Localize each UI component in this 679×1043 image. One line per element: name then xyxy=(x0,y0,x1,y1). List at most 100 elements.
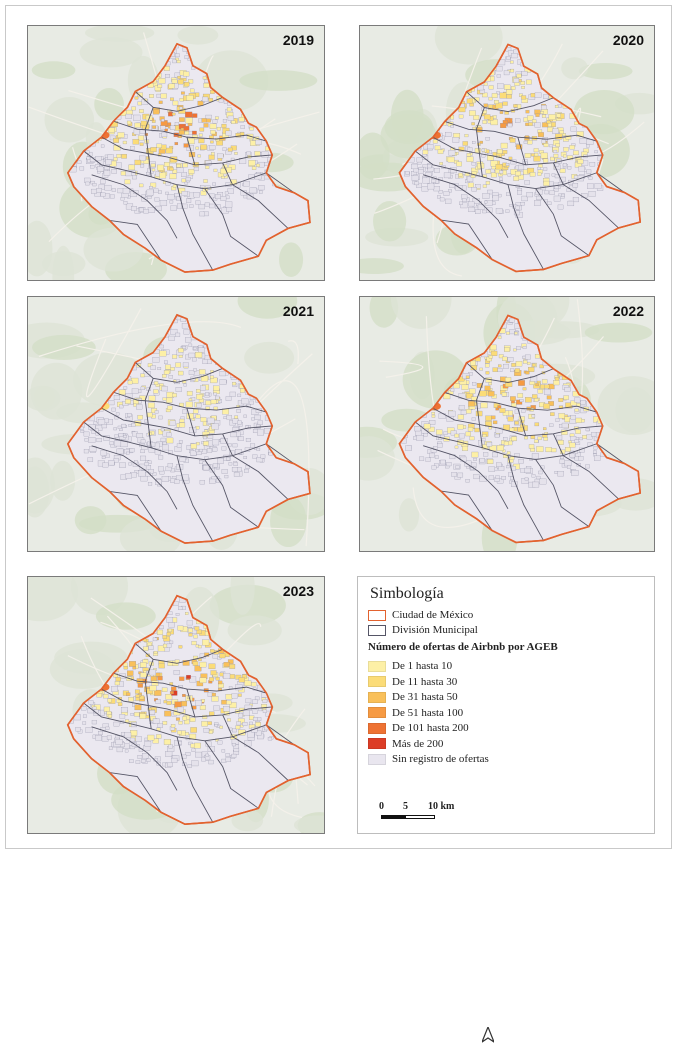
terrain-patch xyxy=(44,97,95,143)
municipal-boundary xyxy=(144,659,154,729)
ageb-cell xyxy=(222,408,230,415)
ageb-cell xyxy=(491,93,498,98)
ageb-cell xyxy=(139,340,145,345)
ageb-cell xyxy=(558,413,565,419)
ageb-cell xyxy=(511,402,517,407)
terrain-patch xyxy=(177,26,219,45)
ageb-cell xyxy=(589,162,596,167)
ageb-cell xyxy=(135,760,141,764)
ageb-cell xyxy=(157,332,163,337)
ageb-cell xyxy=(535,383,539,387)
ageb-cell xyxy=(472,382,477,386)
ageb-cell xyxy=(120,346,127,351)
terrain-patch xyxy=(28,577,79,622)
ageb-cell xyxy=(167,463,173,468)
ageb-cell xyxy=(248,670,254,676)
ageb-cell xyxy=(507,173,512,177)
ageb-cell xyxy=(167,194,175,200)
ageb-cell xyxy=(147,363,153,368)
ageb-cell xyxy=(610,350,617,356)
ageb-cell xyxy=(499,92,507,99)
ageb-cell xyxy=(211,423,219,430)
ageb-cell xyxy=(466,98,473,104)
ageb-cell xyxy=(195,51,200,54)
ageb-cell xyxy=(90,628,96,633)
ageb-cell xyxy=(201,118,207,123)
ageb-cell xyxy=(465,332,471,337)
terrain-patch xyxy=(227,615,282,646)
ageb-cell xyxy=(148,469,154,474)
ageb-cell xyxy=(254,151,261,156)
ageb-cell xyxy=(551,173,556,177)
municipal-boundary xyxy=(222,714,234,737)
terrain-patch xyxy=(30,362,83,420)
road-line xyxy=(287,340,299,365)
ageb-cell xyxy=(172,184,177,188)
ageb-cell xyxy=(202,45,207,50)
ageb-cell xyxy=(255,722,261,727)
ageb-cell xyxy=(171,79,178,84)
ageb-cell xyxy=(283,684,290,690)
ageb-cell xyxy=(121,154,127,159)
ageb-cell xyxy=(150,676,157,682)
ageb-cell xyxy=(505,163,510,166)
ageb-cell xyxy=(231,693,238,699)
ageb-cell xyxy=(531,453,539,459)
ageb-cell xyxy=(75,626,79,629)
ageb-cell xyxy=(485,137,490,141)
municipal-boundary xyxy=(266,172,295,194)
ageb-cell xyxy=(104,627,112,634)
ageb-cell xyxy=(253,717,258,721)
ageb-cell xyxy=(229,391,236,397)
ageb-cell xyxy=(527,140,533,145)
terrain-patch xyxy=(597,376,654,436)
ageb-cell xyxy=(249,721,253,726)
ageb-cell xyxy=(137,415,143,420)
ageb-cell xyxy=(87,69,93,74)
road-line xyxy=(379,360,424,378)
ageb-cell xyxy=(169,167,174,171)
ageb-cell xyxy=(119,714,126,719)
ageb-cell xyxy=(149,317,156,323)
ageb-cell xyxy=(535,113,540,117)
ageb-cell xyxy=(502,356,508,361)
ageb-cell xyxy=(459,433,465,439)
ageb-cell xyxy=(182,694,186,697)
city-boundary xyxy=(66,42,311,273)
ageb-cell xyxy=(447,427,455,434)
ageb-cell xyxy=(172,379,177,383)
ageb-cell xyxy=(610,79,617,85)
ageb-cell xyxy=(504,84,511,90)
ageb-cell xyxy=(526,192,533,198)
ageb-cell xyxy=(287,424,293,429)
ageb-cell xyxy=(127,338,134,344)
city-boundary xyxy=(398,314,642,544)
ageb-cell xyxy=(101,328,107,333)
terrain-patch xyxy=(270,495,307,548)
ageb-cell xyxy=(432,66,440,72)
ageb-cell xyxy=(79,622,86,628)
ageb-cell xyxy=(272,401,278,406)
ageb-cell xyxy=(240,388,245,393)
ageb-cell xyxy=(584,85,591,91)
ageb-cell xyxy=(585,341,593,348)
ageb-cell xyxy=(419,456,425,461)
ageb-cell xyxy=(126,120,132,125)
ageb-cell xyxy=(116,154,122,158)
ageb-cell xyxy=(479,367,483,371)
ageb-cell xyxy=(187,138,195,145)
ageb-cell xyxy=(432,326,439,331)
ageb-cell xyxy=(457,317,463,323)
ageb-cell xyxy=(173,670,180,675)
ageb-cell xyxy=(559,97,565,102)
ageb-cell xyxy=(517,190,523,195)
ageb-cell xyxy=(511,436,517,442)
ageb-cell xyxy=(207,417,215,424)
ageb-cell xyxy=(231,743,236,747)
ageb-cell xyxy=(129,348,134,352)
ageb-cell xyxy=(273,402,277,406)
city-boundary xyxy=(66,594,311,826)
ageb-cell xyxy=(279,687,284,692)
ageb-cell xyxy=(503,363,509,369)
ageb-cell xyxy=(543,389,551,395)
